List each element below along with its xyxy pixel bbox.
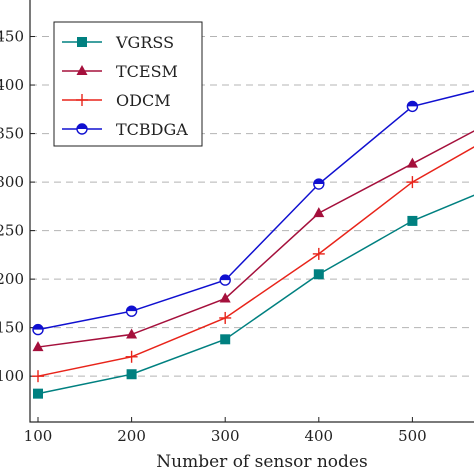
data-point xyxy=(125,350,138,363)
y-tick-label: 300 xyxy=(0,173,24,191)
y-tick-label: 400 xyxy=(0,76,24,94)
data-point xyxy=(406,100,419,113)
data-point xyxy=(219,311,232,324)
series-line xyxy=(37,146,474,377)
x-tick-label: 500 xyxy=(398,427,427,445)
data-point xyxy=(126,369,137,380)
data-point xyxy=(313,178,325,190)
y-tick-label: 350 xyxy=(0,125,24,143)
data-point xyxy=(33,388,43,399)
axis-ticks: 1001502002503003504004505001002003004005… xyxy=(0,28,427,445)
data-point xyxy=(219,292,231,303)
legend: VGRSS TCESM ODCM TCBDGA xyxy=(53,21,203,147)
x-tick-label: 100 xyxy=(24,427,53,445)
legend-marker xyxy=(76,94,88,106)
legend-marker xyxy=(76,123,88,135)
legend-label: ODCM xyxy=(116,91,171,110)
data-point xyxy=(32,341,44,352)
data-point xyxy=(312,247,325,260)
series-line xyxy=(37,90,474,331)
legend-item-tcbdga: TCBDGA xyxy=(62,120,188,139)
data-point xyxy=(407,215,418,226)
data-point xyxy=(313,269,324,280)
data-point xyxy=(32,323,44,336)
series-odcm xyxy=(32,146,474,383)
series-line xyxy=(37,194,474,395)
legend-label: TCESM xyxy=(116,62,178,81)
data-point xyxy=(220,334,231,345)
data-point xyxy=(219,274,231,286)
y-tick-label: 150 xyxy=(0,319,24,337)
x-axis-label: Number of sensor nodes xyxy=(156,452,367,472)
series-tcesm xyxy=(32,130,474,352)
legend-item-vgrss: VGRSS xyxy=(62,33,174,52)
data-point xyxy=(126,328,138,339)
data-point xyxy=(125,305,138,317)
data-point xyxy=(313,207,325,218)
y-tick-label: 200 xyxy=(0,270,24,288)
series-vgrss xyxy=(33,194,474,399)
series-line xyxy=(37,130,474,348)
data-point xyxy=(406,157,418,168)
legend-label: TCBDGA xyxy=(116,120,188,139)
x-tick-label: 300 xyxy=(211,427,240,445)
legend-marker xyxy=(76,65,88,75)
legend-marker xyxy=(77,37,87,47)
series-group xyxy=(32,90,474,399)
x-tick-label: 400 xyxy=(304,427,333,445)
legend-label: VGRSS xyxy=(115,33,174,52)
data-point xyxy=(32,370,44,383)
series-tcbdga xyxy=(32,90,474,336)
y-tick-label: 250 xyxy=(0,222,24,240)
x-tick-label: 200 xyxy=(117,427,146,445)
y-tick-label: 450 xyxy=(0,28,24,46)
data-point xyxy=(406,176,419,189)
legend-item-odcm: ODCM xyxy=(62,91,171,110)
legend-item-tcesm: TCESM xyxy=(62,62,178,81)
plot-frame xyxy=(29,0,474,423)
y-tick-label: 100 xyxy=(0,367,24,385)
